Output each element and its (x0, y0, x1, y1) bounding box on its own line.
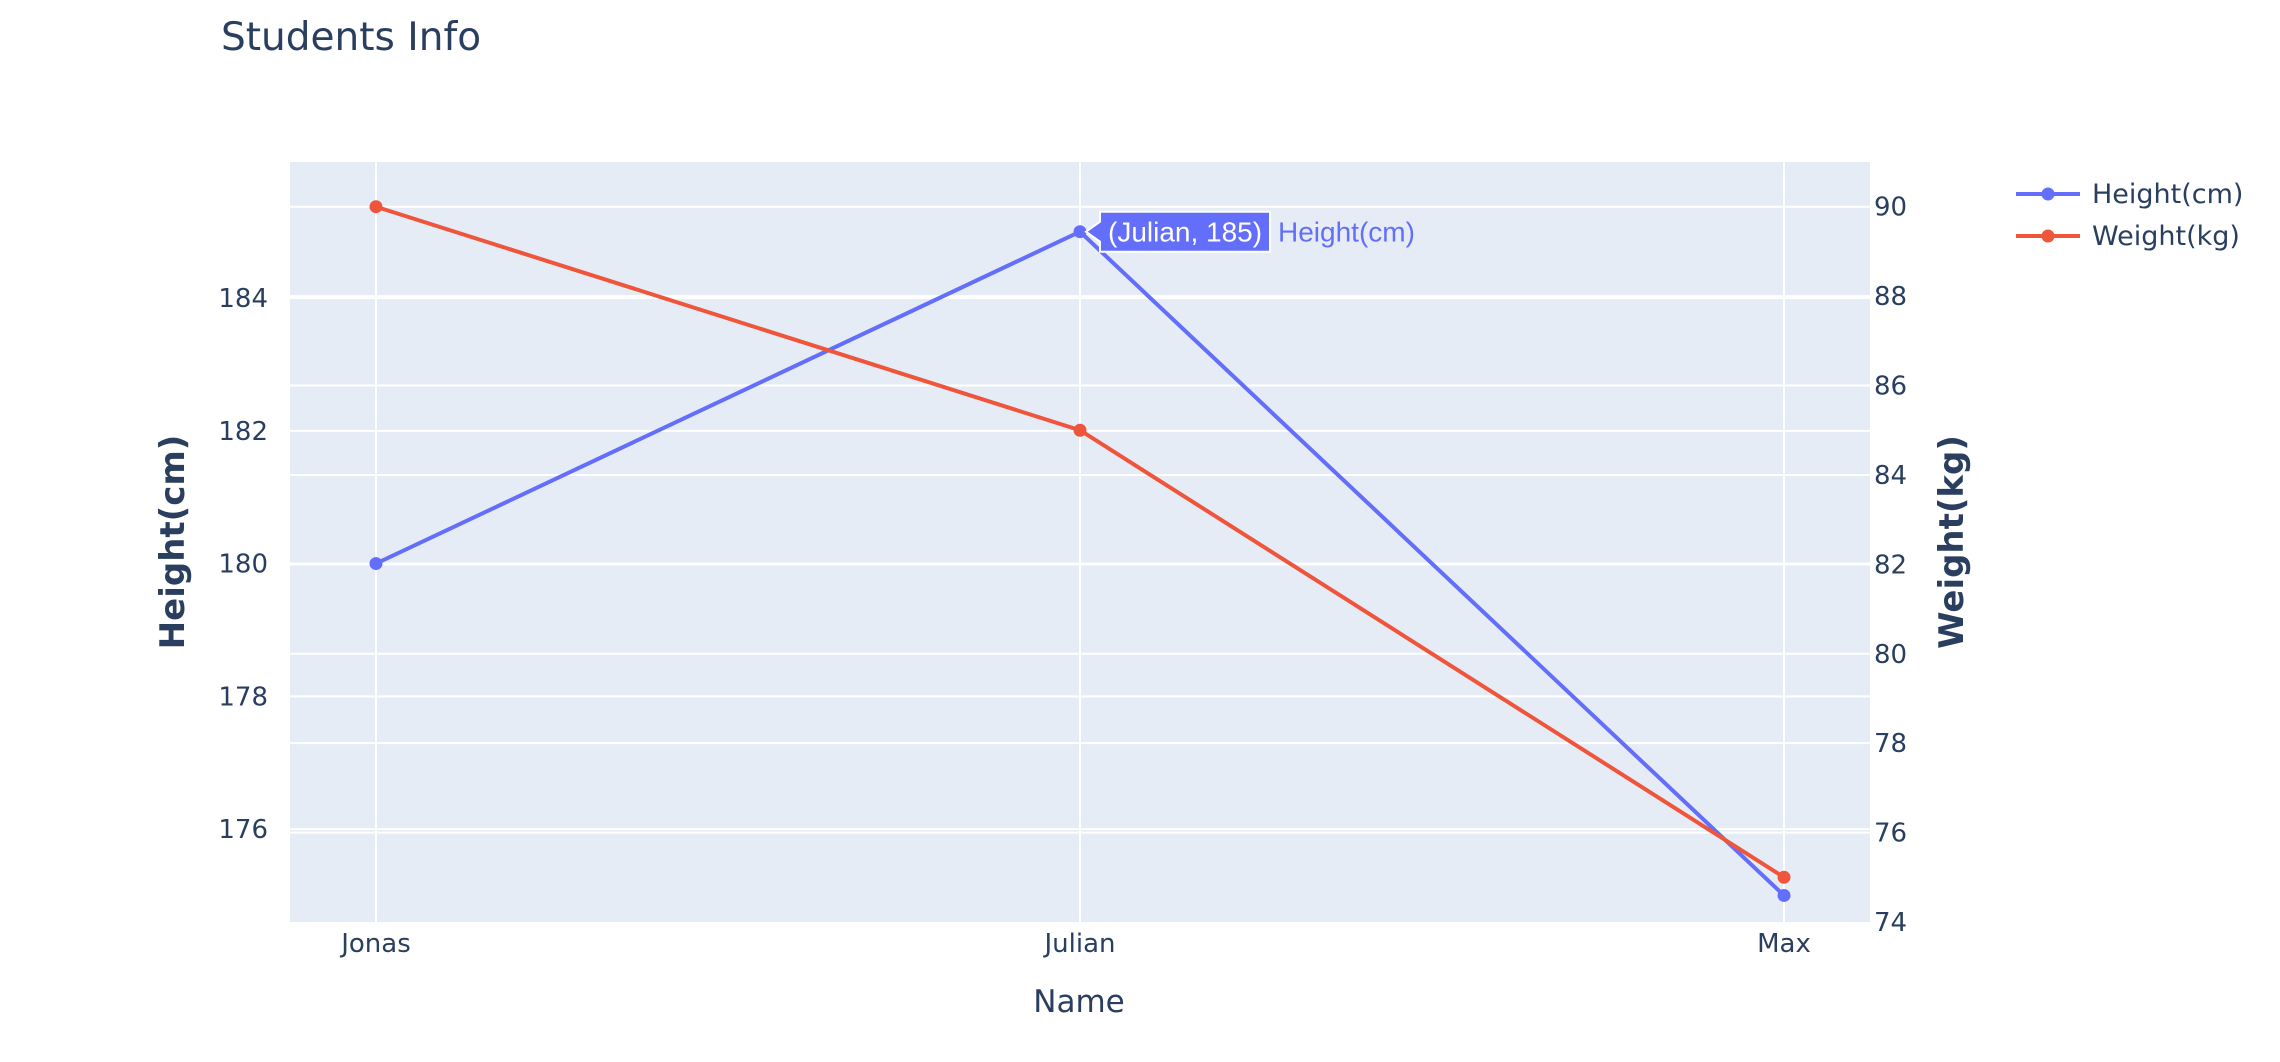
legend-item-height-cm[interactable]: Height(cm) (2016, 179, 2243, 210)
x-axis-ticks: Jonas Julian Max (339, 929, 1811, 959)
y-left-tick-label-3: 182 (218, 417, 268, 447)
y-right-tick-label-1: 76 (1874, 819, 1907, 849)
point-height-cm-jonas[interactable] (369, 557, 383, 571)
series-layer (369, 200, 1791, 902)
y-left-tick-label-1: 178 (218, 682, 268, 712)
hover-box (1084, 210, 1271, 253)
legend-swatch-marker-weight-kg (2041, 229, 2055, 243)
hover-series-label: Height(cm) (1278, 217, 1415, 248)
y-left-tick-label-0: 176 (218, 815, 268, 845)
point-height-cm-max[interactable] (1777, 888, 1791, 902)
y-left-tick-label-4: 184 (218, 284, 268, 314)
y-right-tick-label-5: 84 (1874, 461, 1907, 491)
x-axis-title: Name (1033, 984, 1124, 1020)
series-weight-kg (369, 200, 1791, 884)
y-axis-left-ticks: 176 178 180 182 184 (218, 284, 268, 845)
y-left-tick-label-2: 180 (218, 550, 268, 580)
legend-label-weight-kg: Weight(kg) (2092, 221, 2240, 252)
y-right-tick-label-8: 90 (1874, 193, 1907, 223)
y-right-tick-label-4: 82 (1874, 550, 1907, 580)
point-height-cm-julian[interactable] (1073, 225, 1087, 239)
point-weight-kg-jonas[interactable] (369, 200, 383, 214)
y-axis-right-ticks: 74 76 78 80 82 84 86 88 90 (1874, 193, 1907, 938)
legend-label-height-cm: Height(cm) (2092, 179, 2243, 210)
y-right-tick-label-6: 86 (1874, 372, 1907, 402)
point-weight-kg-julian[interactable] (1073, 423, 1087, 437)
y-right-tick-label-0: 74 (1874, 908, 1907, 938)
point-weight-kg-max[interactable] (1777, 870, 1791, 884)
hover-label: (Julian, 185) (1108, 217, 1262, 248)
legend-item-weight-kg[interactable]: Weight(kg) (2016, 221, 2240, 252)
gridlines-x (375, 162, 1785, 922)
chart-title: Students Info (221, 15, 481, 60)
y-axis-right-title: Weight(kg) (1932, 435, 1972, 649)
y-right-tick-label-7: 88 (1874, 282, 1907, 312)
x-tick-label-julian: Julian (1042, 929, 1115, 959)
x-tick-label-max: Max (1757, 929, 1811, 959)
y-right-tick-label-2: 78 (1874, 729, 1907, 759)
series-height-cm (369, 225, 1791, 902)
y-right-tick-label-3: 80 (1874, 640, 1907, 670)
legend-swatch-marker-height-cm (2041, 187, 2055, 201)
y-axis-left-title: Height(cm) (153, 435, 193, 650)
hover-tooltip: (Julian, 185) Height(cm) (1084, 210, 1415, 253)
legend[interactable]: Height(cm) Weight(kg) (2016, 179, 2243, 252)
x-tick-label-jonas: Jonas (339, 929, 411, 959)
